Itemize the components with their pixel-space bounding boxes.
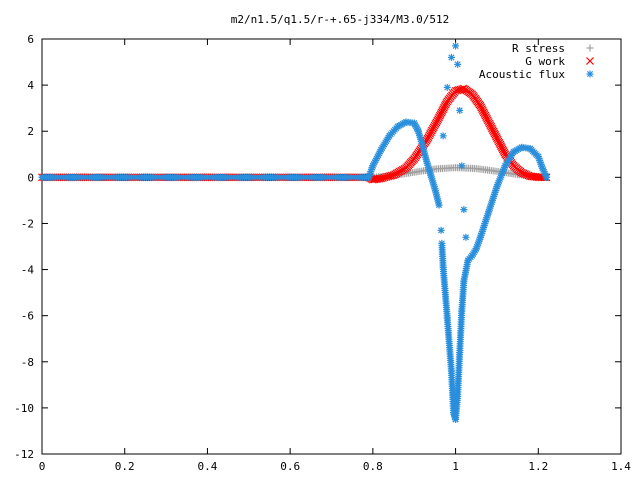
y-tick-label: 4 <box>27 79 34 92</box>
data-point <box>447 53 455 61</box>
data-point <box>365 173 373 181</box>
y-tick-label: 2 <box>27 125 34 138</box>
data-point <box>458 85 467 93</box>
data-point <box>402 118 410 126</box>
data-point <box>462 233 470 241</box>
y-tick-label: -2 <box>21 217 34 230</box>
data-point <box>460 206 468 214</box>
data-point <box>543 173 551 181</box>
data-point <box>476 233 484 241</box>
data-point <box>526 145 534 153</box>
data-point <box>518 143 526 151</box>
data-point <box>414 127 422 135</box>
data-point <box>203 173 211 181</box>
y-tick-label: -4 <box>21 264 35 277</box>
data-point <box>509 148 517 156</box>
data-point <box>377 146 385 154</box>
data-point <box>394 123 402 131</box>
x-tick-label: 0.2 <box>115 460 135 473</box>
x-tick-label: 0.8 <box>363 460 383 473</box>
x-axis: 0 0.2 0.4 0.6 0.8 1 1.2 1.4 <box>39 39 631 473</box>
data-point <box>423 157 431 165</box>
y-tick-label: -10 <box>14 402 34 415</box>
data-point <box>501 162 509 170</box>
chart-title: m2/n1.5/q1.5/r-+.65-j334/M3.0/512 <box>231 13 450 26</box>
data-point <box>286 173 294 181</box>
legend-marker <box>586 70 594 78</box>
x-tick-label: 0.6 <box>280 460 300 473</box>
legend-label: Acoustic flux <box>479 68 565 81</box>
x-tick-label: 1.4 <box>611 460 631 473</box>
legend-marker <box>586 57 594 65</box>
data-point <box>369 162 377 170</box>
data-point <box>443 314 451 322</box>
data-point <box>456 106 464 114</box>
x-tick-label: 1 <box>452 460 459 473</box>
data-point <box>435 201 443 209</box>
data-point <box>431 185 439 193</box>
data-point <box>538 164 546 172</box>
data-point <box>38 173 46 181</box>
data-point <box>418 141 426 149</box>
x-tick-label: 0.4 <box>197 460 217 473</box>
data-point <box>460 277 468 285</box>
data-point <box>439 132 447 140</box>
data-point <box>427 171 435 179</box>
data-point <box>468 252 476 260</box>
y-tick-label: -8 <box>21 356 34 369</box>
data-point <box>437 226 445 234</box>
y-axis: 6 4 2 0 -2 -4 -6 -8 -10 -12 <box>14 33 621 461</box>
data-point <box>454 60 462 68</box>
data-point <box>534 153 542 161</box>
data-point <box>472 245 480 253</box>
y-tick-label: -12 <box>14 448 34 461</box>
y-tick-label: -6 <box>21 310 34 323</box>
data-point <box>410 119 418 127</box>
data-point <box>458 307 466 315</box>
legend-label: G work <box>525 55 565 68</box>
data-point <box>121 173 129 181</box>
data-point <box>450 409 458 416</box>
data-point <box>485 208 493 216</box>
x-tick-label: 0 <box>39 460 46 473</box>
data-point <box>447 367 455 375</box>
data-point <box>452 415 460 423</box>
data-point <box>493 183 501 191</box>
data-point <box>439 263 447 271</box>
series-layer <box>38 42 551 423</box>
series-acoustic-flux <box>38 42 551 423</box>
plot-frame <box>41 38 622 455</box>
data-point <box>456 349 464 357</box>
data-point <box>443 83 451 91</box>
legend-label: R stress <box>512 42 565 55</box>
legend-marker <box>586 44 594 52</box>
data-point <box>454 392 462 400</box>
data-point <box>458 162 466 170</box>
y-tick-label: 0 <box>27 171 34 184</box>
data-point <box>452 42 460 50</box>
data-point <box>385 132 393 140</box>
x-tick-label: 1.2 <box>528 460 548 473</box>
y-tick-label: 6 <box>27 33 34 46</box>
